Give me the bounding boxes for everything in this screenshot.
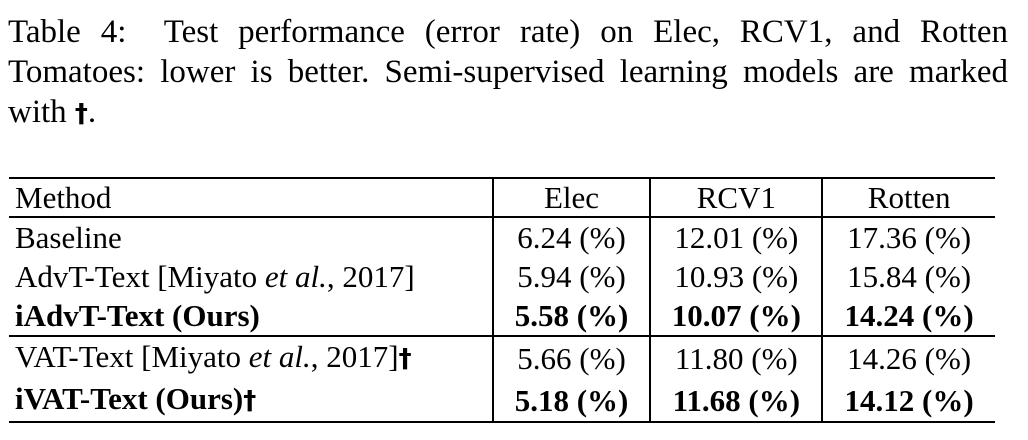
method-cell: VAT-Text [Miyato et al., 2017]† (9, 336, 493, 379)
dagger-symbol: † (243, 386, 257, 416)
rcv1-cell: 11.68 (%) (649, 379, 823, 423)
method-citation-year: , 2017] (326, 259, 415, 294)
method-name: VAT-Text [Miyato (15, 339, 249, 374)
caption-label: Table 4: (8, 14, 127, 50)
dagger-symbol: † (74, 99, 88, 129)
rotten-cell: 14.12 (%) (821, 379, 995, 423)
elec-cell: 5.66 (%) (491, 336, 651, 379)
header-rcv1: RCV1 (649, 177, 823, 218)
method-name: iVAT-Text (Ours) (15, 381, 244, 416)
rcv1-cell: 12.01 (%) (649, 217, 823, 257)
caption-period: . (87, 94, 97, 130)
method-citation-year: , 2017] (310, 339, 399, 374)
rcv1-cell: 11.80 (%) (649, 336, 823, 379)
dagger-symbol: † (398, 344, 412, 374)
method-citation-italic: et al. (248, 339, 311, 374)
method-name: Baseline (15, 220, 122, 255)
header-elec: Elec (491, 177, 651, 218)
results-table: Method Elec RCV1 Rotten Baseline 6.24 (%… (9, 177, 995, 423)
method-citation-italic: et al. (264, 259, 327, 294)
header-method: Method (9, 177, 493, 218)
elec-cell: 5.58 (%) (491, 296, 651, 337)
rotten-cell: 14.26 (%) (821, 336, 995, 379)
table-caption: Table 4: Test performance (error rate) o… (8, 12, 1008, 134)
table-row: AdvT-Text [Miyato et al., 2017] 5.94 (%)… (9, 257, 995, 296)
method-cell: iAdvT-Text (Ours) (9, 296, 493, 337)
table-row: VAT-Text [Miyato et al., 2017]† 5.66 (%)… (9, 336, 995, 379)
method-cell: iVAT-Text (Ours)† (9, 379, 493, 423)
rcv1-cell: 10.93 (%) (649, 257, 823, 296)
method-name: iAdvT-Text (Ours) (15, 298, 260, 333)
table-header-row: Method Elec RCV1 Rotten (9, 177, 995, 218)
method-cell: Baseline (9, 217, 493, 257)
rcv1-cell: 10.07 (%) (649, 296, 823, 337)
method-name: AdvT-Text [Miyato (15, 259, 265, 294)
results-table-wrapper: Method Elec RCV1 Rotten Baseline 6.24 (%… (9, 177, 995, 423)
table-row: iAdvT-Text (Ours) 5.58 (%) 10.07 (%) 14.… (9, 296, 995, 337)
caption-text: Test performance (error rate) on Elec, R… (8, 14, 1008, 130)
header-rotten: Rotten (821, 177, 995, 218)
elec-cell: 5.94 (%) (491, 257, 651, 296)
table-row: iVAT-Text (Ours)† 5.18 (%) 11.68 (%) 14.… (9, 379, 995, 423)
rotten-cell: 17.36 (%) (821, 217, 995, 257)
elec-cell: 5.18 (%) (491, 379, 651, 423)
rotten-cell: 15.84 (%) (821, 257, 995, 296)
table-row: Baseline 6.24 (%) 12.01 (%) 17.36 (%) (9, 217, 995, 257)
elec-cell: 6.24 (%) (491, 217, 651, 257)
rotten-cell: 14.24 (%) (821, 296, 995, 337)
method-cell: AdvT-Text [Miyato et al., 2017] (9, 257, 493, 296)
